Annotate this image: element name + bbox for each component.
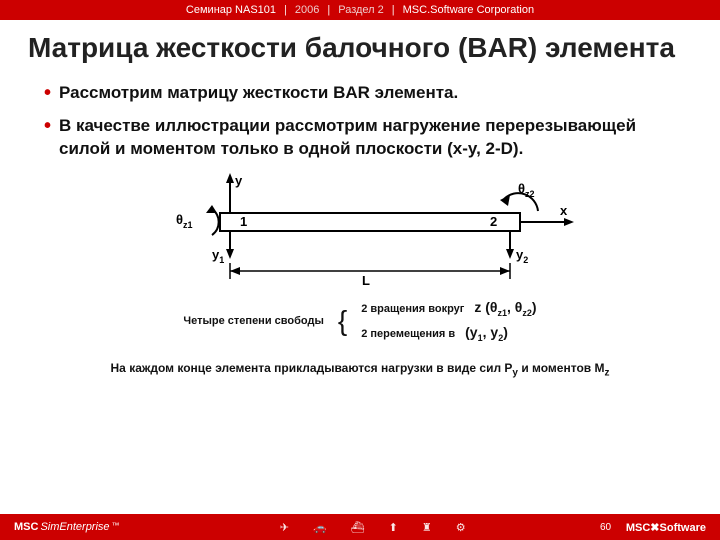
content-area: • Рассмотрим матрицу жесткости BAR элеме… (0, 68, 720, 378)
page-title: Матрица жесткости балочного (BAR) элемен… (0, 20, 720, 68)
footer-icons: ✈ 🚗 ⛴ ⬆ ♜ ⚙ (280, 521, 466, 534)
bullet-text: В качестве иллюстрации рассмотрим нагруж… (59, 115, 676, 161)
footer-msc: MSC (14, 521, 38, 533)
header-bar: Семинар NAS101 | 2006 | Раздел 2 | MSC.S… (0, 0, 720, 20)
page-number: 60 (600, 522, 611, 533)
gear-icon: ⚙ (456, 521, 466, 534)
ship-icon: ⛴ (351, 521, 365, 534)
y2-label: y2 (516, 247, 528, 265)
header-section: Раздел 2 (338, 4, 384, 16)
dof-trans-sym: (y1, y2) (465, 324, 508, 343)
theta-z2: θz2 (518, 181, 535, 199)
beam-diagram: 1 2 y x θz1 θz2 y1 (44, 171, 676, 291)
theta-z1: θz1 (176, 212, 193, 230)
header-corp: MSC.Software Corporation (403, 4, 534, 16)
car-icon: 🚗 (313, 521, 327, 534)
header-sep: | (392, 4, 395, 16)
dof-rot-sym: z (θz1, θz2) (474, 299, 536, 318)
bullet-item: • В качестве иллюстрации рассмотрим нагр… (44, 115, 676, 161)
dof-trans-text: 2 перемещения в (361, 328, 455, 340)
dof-rotation-row: 2 вращения вокруг z (θz1, θz2) (361, 299, 536, 318)
y1-label: y1 (212, 247, 224, 265)
y-axis-label: y (235, 173, 243, 188)
plane-icon: ✈ (280, 521, 289, 534)
beam-svg: 1 2 y x θz1 θz2 y1 (140, 171, 580, 291)
bottom-note: На каждом конце элемента прикладываются … (44, 361, 676, 378)
dof-block: Четыре степени свободы { 2 вращения вокр… (44, 299, 676, 343)
dof-lines: 2 вращения вокруг z (θz1, θz2) 2 перемещ… (361, 299, 536, 343)
node1-label: 1 (240, 214, 247, 229)
tower-icon: ♜ (422, 521, 432, 534)
bullet-text: Рассмотрим матрицу жесткости BAR элемент… (59, 82, 458, 105)
x-axis-label: x (560, 203, 568, 218)
bullet-item: • Рассмотрим матрицу жесткости BAR элеме… (44, 82, 676, 105)
length-label: L (362, 273, 370, 288)
header-year: 2006 (295, 4, 319, 16)
footer-left: MSC SimEnterprise ™ (14, 521, 120, 533)
footer-bar: MSC SimEnterprise ™ ✈ 🚗 ⛴ ⬆ ♜ ⚙ 60 MSC✖S… (0, 514, 720, 540)
header-seminar: Семинар NAS101 (186, 4, 276, 16)
header-sep: | (284, 4, 287, 16)
node2-label: 2 (490, 214, 497, 229)
brace-icon: { (338, 311, 347, 331)
dof-label: Четыре степени свободы (183, 315, 323, 327)
dof-rot-text: 2 вращения вокруг (361, 303, 464, 315)
footer-right: MSC✖Software (626, 521, 706, 534)
footer-tm: ™ (112, 521, 120, 530)
header-sep: | (327, 4, 330, 16)
bullet-dot-icon: • (44, 82, 51, 104)
dof-translation-row: 2 перемещения в (y1, y2) (361, 324, 536, 343)
bullet-dot-icon: • (44, 115, 51, 137)
rocket-icon: ⬆ (389, 521, 398, 534)
footer-product: SimEnterprise (40, 521, 109, 533)
